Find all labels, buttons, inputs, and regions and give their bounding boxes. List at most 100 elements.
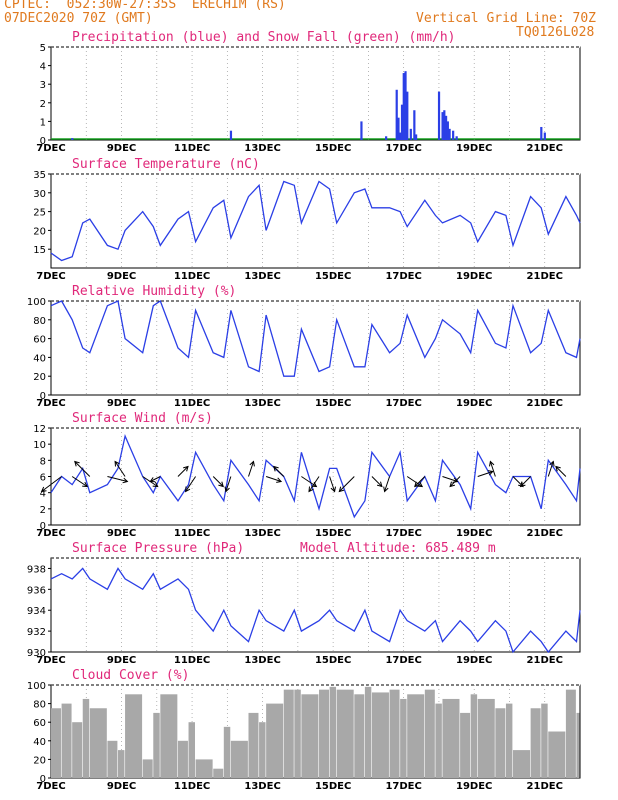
cloud-bar — [160, 694, 178, 778]
y-tick-label: 15 — [33, 245, 46, 256]
cloud-bar — [354, 694, 365, 778]
cloud-bar — [336, 689, 354, 778]
wind-arrow — [489, 461, 496, 477]
y-tick-label: 60 — [33, 718, 46, 729]
precip-bar — [455, 136, 458, 140]
x-tick-label: 11DEC — [174, 528, 210, 539]
cloud-bar — [512, 750, 531, 778]
wind-arrow — [185, 476, 197, 492]
wind-arrow — [442, 476, 458, 482]
y-tick-label: 20 — [33, 226, 46, 237]
wind-arrow — [547, 461, 554, 477]
x-tick-label: 7DEC — [36, 398, 65, 409]
cloud-bar — [72, 722, 83, 778]
x-tick-label: 15DEC — [315, 528, 351, 539]
cloud-bar — [223, 726, 231, 778]
y-tick-label: 40 — [33, 737, 46, 748]
precip-bar — [446, 121, 449, 140]
cloud-bar — [495, 708, 506, 778]
wind-arrow — [555, 466, 567, 477]
precip-bar — [395, 89, 398, 140]
wind-arrow-head — [74, 460, 80, 467]
cloud-bar — [371, 692, 389, 778]
precip-bar — [409, 128, 412, 140]
x-tick-label: 9DEC — [107, 271, 136, 282]
precip-bar — [402, 73, 405, 140]
wind-arrow-head — [308, 486, 314, 493]
y-tick-label: 80 — [33, 700, 46, 711]
cloud-bar — [364, 686, 372, 778]
x-tick-label: 19DEC — [456, 781, 492, 792]
wind-arrow — [308, 476, 320, 492]
wind-arrow-head — [273, 465, 279, 472]
wind-arrow — [248, 461, 254, 477]
wind-arrow — [520, 476, 531, 487]
y-tick-label: 0 — [40, 136, 46, 147]
y-tick-label: 934 — [27, 606, 46, 617]
run-date: 07DEC2020 70Z (GMT) — [4, 11, 153, 26]
wind-arrow-head — [338, 486, 345, 493]
cloud-bar — [329, 686, 337, 778]
x-tick-label: 17DEC — [385, 143, 421, 154]
y-tick-label: 0 — [40, 774, 46, 785]
panel-title: Precipitation (blue) and Snow Fall (gree… — [72, 30, 456, 45]
y-tick-label: 4 — [40, 62, 46, 73]
x-tick-label: 19DEC — [456, 398, 492, 409]
y-tick-label: 40 — [33, 353, 46, 364]
y-tick-label: 5 — [40, 43, 46, 54]
wind-arrow-head — [518, 481, 524, 488]
y-tick-label: 0 — [40, 521, 46, 532]
wind-arrow-head — [276, 477, 283, 483]
x-tick-label: 19DEC — [456, 528, 492, 539]
precip-bar — [400, 104, 404, 140]
wind-arrow — [371, 476, 383, 487]
x-tick-label: 21DEC — [527, 781, 563, 792]
wind-arrow — [329, 476, 336, 492]
cloud-bar — [118, 750, 125, 778]
y-tick-label: 2 — [40, 505, 46, 516]
cloud-bar — [294, 689, 301, 778]
wind-arrow-head — [40, 486, 47, 493]
panel-title: Surface Pressure (hPa) — [72, 541, 244, 556]
y-tick-label: 3 — [40, 80, 46, 91]
wind-arrow-head — [122, 477, 129, 484]
wind-arrow — [338, 476, 355, 492]
x-tick-label: 21DEC — [527, 271, 563, 282]
cloud-bar — [283, 689, 294, 778]
cloud-bar — [248, 712, 259, 778]
x-tick-label: 9DEC — [107, 398, 136, 409]
y-tick-label: 30 — [33, 189, 46, 200]
precip-bar — [360, 121, 363, 140]
x-tick-label: 7DEC — [36, 271, 65, 282]
panel-frame — [50, 300, 581, 396]
precip-bar — [441, 112, 444, 140]
x-tick-label: 17DEC — [385, 271, 421, 282]
wind-arrow-head — [330, 486, 336, 493]
cloud-bar — [61, 703, 72, 778]
wind-arrow — [384, 476, 391, 492]
precip-bar — [543, 132, 546, 140]
series-line — [50, 300, 581, 377]
precip-bar — [415, 134, 418, 140]
x-tick-label: 21DEC — [527, 528, 563, 539]
wind-arrow-head — [489, 460, 495, 467]
wind-arrow — [265, 476, 282, 482]
y-tick-label: 6 — [40, 473, 46, 484]
wind-arrow-head — [218, 481, 224, 488]
cloud-bar — [530, 708, 541, 778]
wind-arrow-head — [555, 465, 561, 472]
wind-arrow-head — [414, 481, 420, 488]
y-tick-label: 20 — [33, 372, 46, 383]
wind-arrow — [74, 461, 91, 477]
panel-frame — [50, 46, 581, 141]
cloud-bar — [407, 694, 425, 778]
x-tick-label: 11DEC — [174, 271, 210, 282]
wind-arrow — [225, 476, 232, 492]
y-tick-label: 936 — [27, 585, 46, 596]
wind-arrow — [406, 476, 423, 487]
x-tick-label: 17DEC — [385, 655, 421, 666]
panel-frame — [50, 557, 581, 653]
y-tick-label: 8 — [40, 456, 46, 467]
x-tick-label: 13DEC — [244, 655, 280, 666]
wind-arrow — [71, 476, 88, 487]
